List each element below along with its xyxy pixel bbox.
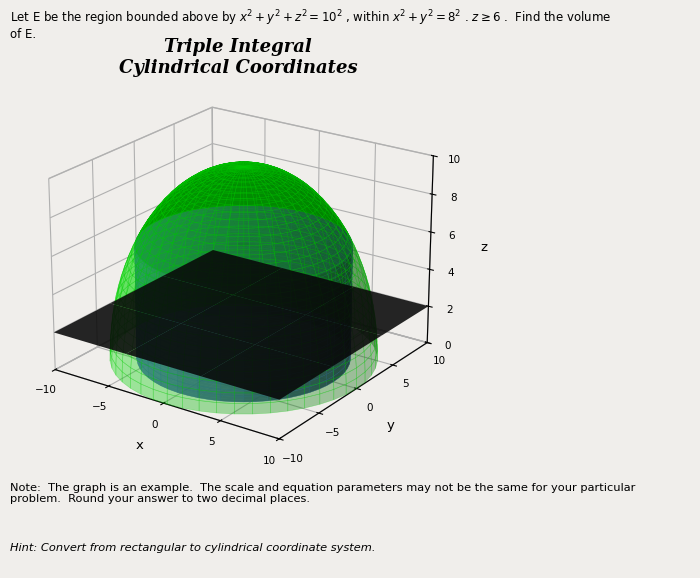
Text: Hint: Convert from rectangular to cylindrical coordinate system.: Hint: Convert from rectangular to cylind…	[10, 543, 376, 553]
X-axis label: x: x	[135, 439, 143, 452]
Text: Let E be the region bounded above by $x^2+y^2+z^2=10^2$ , within $x^2+y^2=8^2$ .: Let E be the region bounded above by $x^…	[10, 9, 612, 28]
Text: of E.: of E.	[10, 28, 36, 40]
Title: Triple Integral
Cylindrical Coordinates: Triple Integral Cylindrical Coordinates	[119, 38, 357, 77]
Text: Note:  The graph is an example.  The scale and equation parameters may not be th: Note: The graph is an example. The scale…	[10, 483, 636, 504]
Y-axis label: y: y	[386, 419, 394, 432]
